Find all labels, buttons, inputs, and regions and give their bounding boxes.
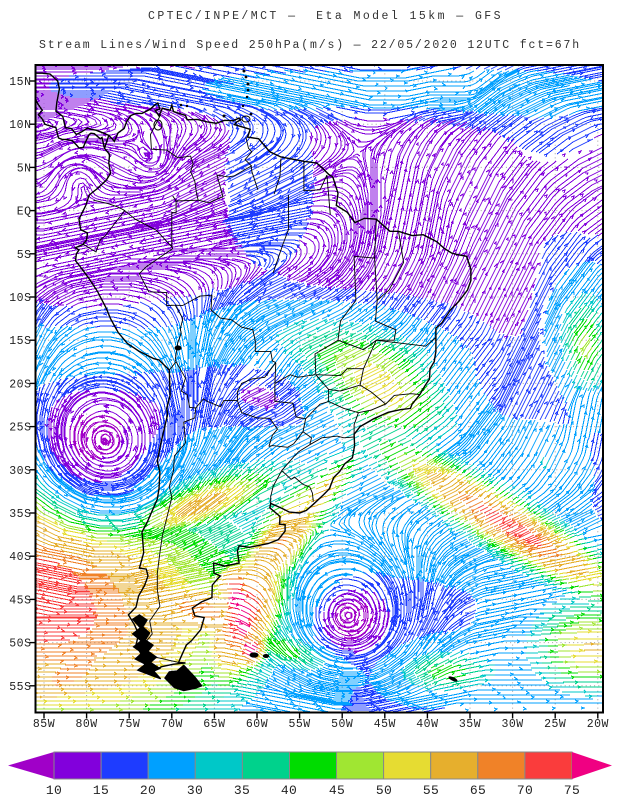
svg-text:40W: 40W [416,718,438,731]
svg-text:55S: 55S [9,681,31,694]
svg-text:50: 50 [376,783,392,798]
svg-text:65: 65 [470,783,486,798]
svg-text:30: 30 [187,783,203,798]
svg-text:55: 55 [423,783,439,798]
svg-text:75W: 75W [118,718,140,731]
svg-text:45S: 45S [9,594,31,607]
svg-text:85W: 85W [33,718,55,731]
svg-text:45W: 45W [374,718,396,731]
svg-text:70W: 70W [161,718,183,731]
svg-text:30W: 30W [501,718,523,731]
svg-text:25W: 25W [544,718,566,731]
svg-text:30S: 30S [9,465,31,478]
svg-text:70: 70 [517,783,533,798]
svg-text:50S: 50S [9,638,31,651]
svg-text:10S: 10S [9,292,31,305]
svg-text:10: 10 [46,783,62,798]
svg-text:5S: 5S [17,249,32,262]
svg-text:5N: 5N [17,162,32,175]
svg-text:15: 15 [93,783,109,798]
svg-text:20W: 20W [587,718,609,731]
svg-text:15N: 15N [9,76,31,89]
svg-text:10N: 10N [9,119,31,132]
svg-text:EQ: EQ [17,206,32,219]
svg-text:55W: 55W [288,718,310,731]
svg-text:25S: 25S [9,422,31,435]
svg-text:45: 45 [329,783,345,798]
svg-text:35S: 35S [9,508,31,521]
svg-text:65W: 65W [203,718,225,731]
svg-text:20: 20 [140,783,156,798]
svg-text:35W: 35W [459,718,481,731]
svg-text:15S: 15S [9,335,31,348]
svg-text:40S: 40S [9,551,31,564]
svg-text:60W: 60W [246,718,268,731]
svg-text:80W: 80W [75,718,97,731]
svg-text:20S: 20S [9,378,31,391]
svg-text:35: 35 [234,783,250,798]
svg-text:40: 40 [281,783,297,798]
svg-text:50W: 50W [331,718,353,731]
svg-text:75: 75 [564,783,580,798]
